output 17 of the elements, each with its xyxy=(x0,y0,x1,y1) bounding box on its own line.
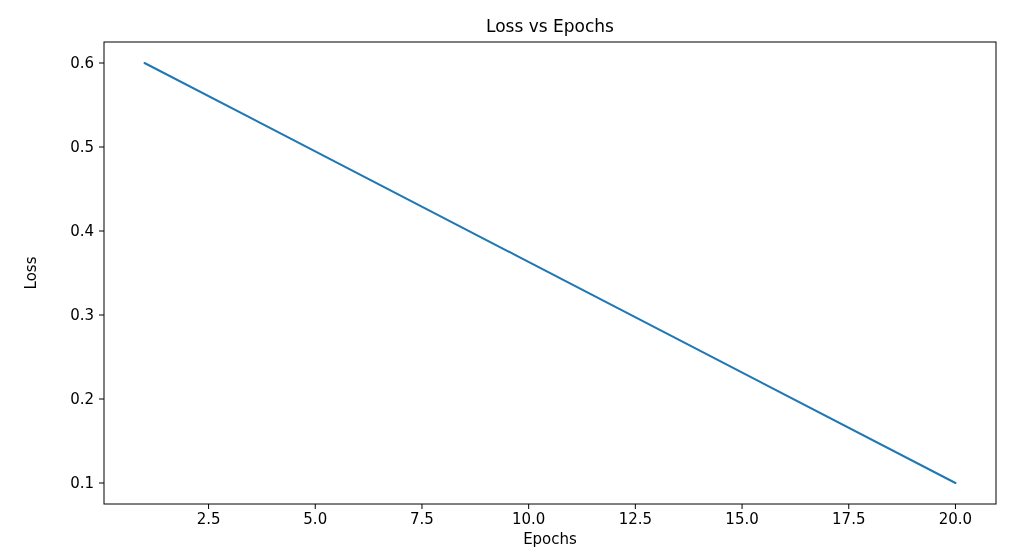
x-tick-label: 15.0 xyxy=(725,510,759,528)
x-tick-label: 5.0 xyxy=(303,510,328,528)
x-tick-label: 2.5 xyxy=(196,510,221,528)
x-tick-label: 12.5 xyxy=(618,510,653,528)
y-tick-label: 0.6 xyxy=(70,54,94,73)
y-tick-label: 0.3 xyxy=(70,306,94,325)
y-tick-label: 0.1 xyxy=(70,474,94,493)
y-axis-title: Loss xyxy=(22,256,40,290)
x-tick-label: 10.0 xyxy=(511,510,546,528)
y-tick-label: 0.5 xyxy=(70,138,94,157)
chart-title: Loss vs Epochs xyxy=(486,16,615,36)
y-tick-label: 0.2 xyxy=(70,390,94,409)
x-tick-label: 17.5 xyxy=(832,510,866,528)
x-tick-label: 7.5 xyxy=(410,510,434,528)
x-tick-label: 20.0 xyxy=(938,510,973,528)
y-tick-label: 0.4 xyxy=(70,222,94,241)
x-axis-title: Epochs xyxy=(523,530,578,548)
